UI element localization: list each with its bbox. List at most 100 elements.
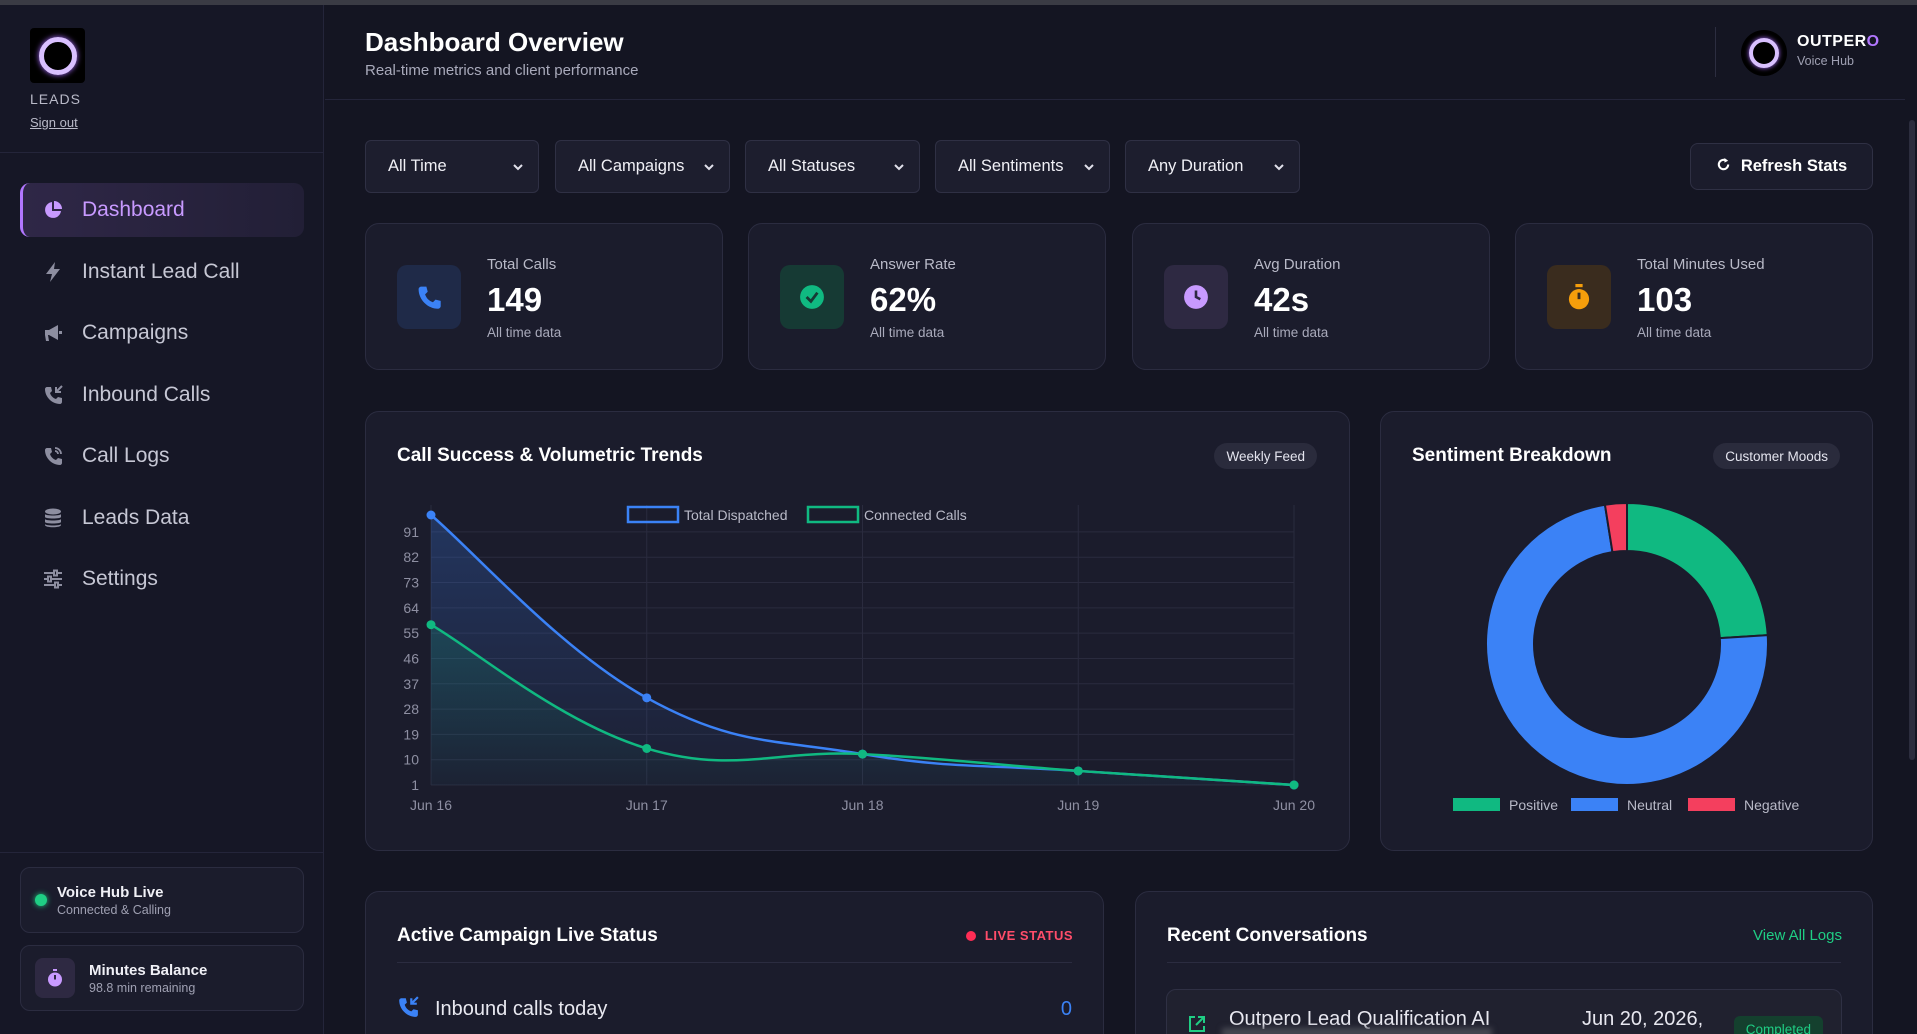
redacted-overlay: [1222, 1028, 1492, 1034]
live-status-dot-icon: [35, 894, 47, 906]
page-title: Dashboard Overview: [365, 27, 624, 57]
sidebar-item-call-logs[interactable]: Call Logs: [20, 429, 304, 483]
stat-note: All time data: [1637, 325, 1712, 340]
sidebar-item-leads-data[interactable]: Leads Data: [20, 491, 304, 545]
data-point: [642, 693, 652, 703]
external-link-icon[interactable]: [1187, 1014, 1207, 1034]
y-tick-label: 46: [403, 650, 419, 666]
sidebar-item-settings[interactable]: Settings: [20, 552, 304, 606]
conversation-item[interactable]: Outpero Lead Qualification AI Jun 20, 20…: [1166, 989, 1842, 1034]
stat-note: All time data: [1254, 325, 1329, 340]
weekly-feed-chip: Weekly Feed: [1214, 443, 1317, 469]
stat-label: Avg Duration: [1254, 256, 1341, 273]
chevron-down-icon: [1083, 159, 1095, 178]
data-point: [858, 749, 867, 759]
trend-line-chart: 1 10 19 28 37 46 55 64 73 82 91 Jun 16 Jun 17 Jun 18 J…: [403, 505, 1315, 813]
legend-label: Negative: [1744, 797, 1799, 813]
stat-value: 103: [1637, 281, 1693, 318]
conversation-date: Jun 20, 2026,: [1582, 1008, 1704, 1030]
inbound-calls-today-row: Inbound calls today 0: [397, 994, 1072, 1024]
voice-hub-sub: Voice Hub: [1797, 54, 1854, 68]
y-tick-label: 19: [403, 726, 419, 742]
y-tick-label: 28: [403, 701, 419, 717]
x-tick-label: Jun 17: [626, 797, 668, 813]
phone-log-icon: [40, 443, 66, 469]
data-point: [426, 620, 436, 630]
stopwatch-icon: [1547, 265, 1611, 329]
sidebar-bottom-divider: [0, 852, 324, 853]
trend-chart-title: Call Success & Volumetric Trends: [397, 445, 703, 466]
donut-slice: [1626, 501, 1769, 640]
data-point: [1289, 780, 1299, 790]
sidebar-item-label: Dashboard: [82, 198, 185, 221]
sidebar-item-label: Call Logs: [82, 444, 170, 467]
series-area: [431, 624, 1294, 785]
x-tick-label: Jun 18: [841, 797, 883, 813]
refresh-icon: [1716, 157, 1731, 177]
legend-swatch: [1571, 798, 1618, 811]
sentiment-select[interactable]: All Sentiments: [935, 140, 1110, 193]
data-point: [426, 510, 436, 520]
conversation-status-badge: Completed: [1733, 1016, 1823, 1034]
megaphone-icon: [40, 320, 66, 346]
legend-label: Positive: [1509, 797, 1558, 813]
y-tick-label: 1: [411, 777, 419, 793]
minutes-balance-sub: 98.8 min remaining: [89, 980, 196, 995]
sentiment-panel: Sentiment Breakdown Customer Moods Posit…: [1380, 411, 1873, 851]
view-all-logs-link[interactable]: View All Logs: [1753, 927, 1842, 944]
recent-conversations-panel: Recent Conversations View All Logs Outpe…: [1135, 891, 1873, 1034]
sign-out-link[interactable]: Sign out: [30, 115, 78, 130]
pie-chart-icon: [40, 197, 66, 223]
sidebar-item-dashboard[interactable]: Dashboard: [20, 183, 304, 237]
y-tick-label: 73: [403, 575, 419, 591]
inbound-calls-today-value: 0: [1060, 997, 1072, 1020]
stat-label: Total Minutes Used: [1637, 256, 1765, 273]
y-tick-label: 10: [403, 752, 419, 768]
data-point: [1073, 766, 1083, 776]
clock-icon: [1164, 265, 1228, 329]
voice-hub-status-sub: Connected & Calling: [57, 902, 171, 917]
voice-hub-logo[interactable]: [1741, 30, 1787, 76]
sidebar-item-label: Settings: [82, 567, 158, 590]
inbound-calls-today-label: Inbound calls today: [435, 997, 608, 1020]
sidebar-item-campaigns[interactable]: Campaigns: [20, 306, 304, 360]
sidebar-divider: [0, 152, 324, 153]
legend-label: Neutral: [1627, 797, 1672, 813]
trend-chart-panel: Call Success & Volumetric Trends Weekly …: [365, 411, 1350, 851]
conversation-title: Outpero Lead Qualification AI: [1229, 1008, 1491, 1030]
window-top-border: [0, 0, 1917, 5]
bolt-icon: [40, 259, 66, 285]
brand: LEADS Sign out: [30, 28, 85, 130]
duration-select[interactable]: Any Duration: [1125, 140, 1300, 193]
live-status-title: Active Campaign Live Status: [397, 925, 658, 946]
time-range-select[interactable]: All Time: [365, 140, 539, 193]
voice-hub-name: OUTPERO: [1797, 33, 1880, 50]
brand-logo[interactable]: [30, 28, 85, 83]
sidebar-item-label: Campaigns: [82, 321, 189, 344]
data-point: [642, 743, 652, 753]
stat-card-total-minutes: Total Minutes Used 103 All time data: [1515, 223, 1873, 370]
y-tick-label: 55: [403, 625, 419, 641]
stat-value: 62%: [870, 281, 937, 318]
legend-swatch: [626, 505, 680, 524]
refresh-stats-button[interactable]: Refresh Stats: [1690, 143, 1873, 190]
status-select[interactable]: All Statuses: [745, 140, 920, 193]
stat-value: 42s: [1254, 281, 1310, 318]
campaign-select[interactable]: All Campaigns: [555, 140, 730, 193]
donut-slice: [1603, 501, 1628, 554]
sliders-icon: [40, 566, 66, 592]
chevron-down-icon: [893, 159, 905, 178]
phone-incoming-icon: [397, 995, 419, 1023]
x-tick-label: Jun 16: [410, 797, 452, 813]
brand-name: LEADS: [30, 91, 81, 107]
sidebar-item-label: Inbound Calls: [82, 382, 211, 406]
live-status-panel: Active Campaign Live Status LIVE STATUS …: [365, 891, 1104, 1034]
y-tick-label: 82: [403, 549, 419, 565]
page-scrollbar-thumb[interactable]: [1909, 120, 1915, 760]
live-dot-icon: [965, 930, 976, 941]
sidebar-item-instant-lead-call[interactable]: Instant Lead Call: [20, 245, 304, 299]
y-tick-label: 91: [403, 524, 419, 540]
sentiment-title: Sentiment Breakdown: [1412, 445, 1612, 466]
minutes-balance-title: Minutes Balance: [89, 961, 208, 979]
sidebar-item-inbound-calls[interactable]: Inbound Calls: [20, 368, 304, 422]
